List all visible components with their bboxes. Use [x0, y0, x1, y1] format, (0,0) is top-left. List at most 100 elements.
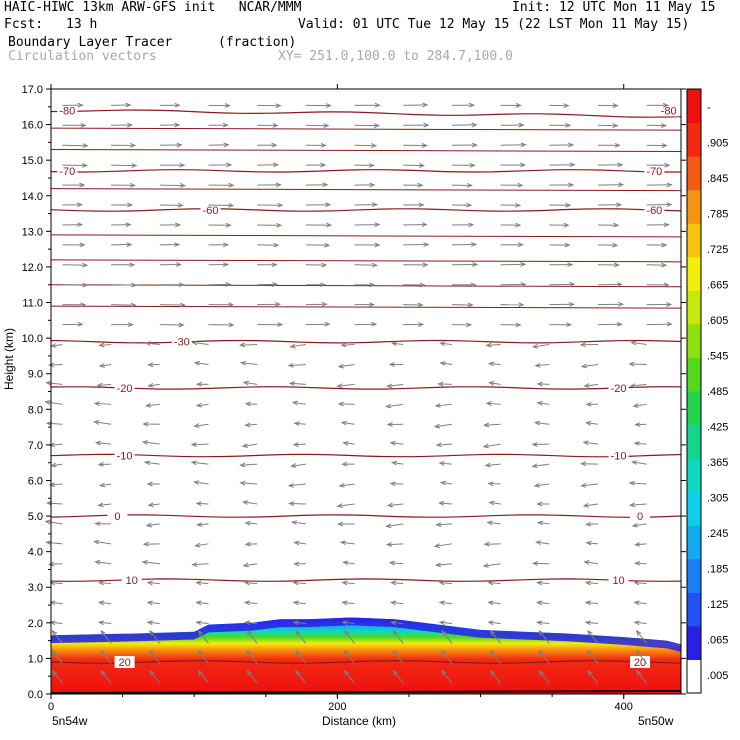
wind-vector-head [337, 363, 345, 369]
wind-vector-head [289, 343, 296, 349]
wind-vector [341, 541, 355, 545]
colorbar-swatch [687, 189, 701, 224]
wind-vector [246, 650, 258, 664]
wind-vector-head [438, 461, 445, 466]
wind-vector [441, 650, 453, 664]
wind-vector-head [293, 421, 300, 427]
wind-vector-head [533, 482, 540, 488]
wind-vector [441, 670, 453, 684]
wind-vector-head [222, 122, 229, 128]
wind-vector-head [386, 502, 394, 508]
wind-vector [295, 630, 307, 644]
wind-vector [96, 442, 112, 445]
wind-vector-head [342, 560, 349, 566]
wind-vector-head [228, 322, 235, 328]
wind-vector-head [130, 302, 137, 308]
wind-vector-head [531, 463, 538, 469]
wind-vector-head [630, 340, 637, 346]
wind-vector-head [472, 262, 479, 267]
wind-vector-head [374, 102, 381, 108]
wind-vector-head [471, 122, 478, 128]
wind-vector-head [340, 342, 347, 348]
wind-vector-head [536, 381, 543, 387]
wind-vector-head [195, 402, 203, 408]
temperature-contour [50, 305, 682, 309]
wind-vector-head [147, 502, 154, 508]
wind-vector [440, 481, 452, 485]
wind-vector-head [441, 669, 447, 676]
wind-vector [198, 650, 209, 664]
wind-vector-head [100, 649, 106, 656]
wind-vector [390, 442, 404, 445]
wind-vector-head [228, 182, 235, 188]
wind-vector-head [466, 202, 473, 208]
wind-vector-head [435, 522, 442, 527]
wind-vector-head [515, 202, 522, 208]
wind-vector-head [244, 541, 251, 547]
y-tick-label: 5.0 [28, 511, 43, 523]
colorbar-swatch [687, 458, 701, 493]
wind-vector-head [568, 142, 575, 148]
wind-vector [436, 443, 452, 446]
wind-vector [295, 650, 307, 664]
temperature-contour [51, 109, 682, 118]
wind-vector-head [179, 183, 186, 188]
wind-vector-head [660, 123, 667, 128]
wind-vector [291, 463, 306, 467]
wind-vector-head [343, 649, 350, 656]
wind-vector [585, 582, 599, 585]
wind-vector-head [341, 580, 348, 586]
wind-vector [534, 483, 550, 487]
init-time: Init: 12 UTC Mon 11 May 15 [512, 0, 716, 15]
wind-vector-head [324, 242, 331, 248]
wind-vector [292, 521, 306, 525]
contour-label-bg [644, 164, 665, 177]
wind-vector [386, 523, 404, 527]
wind-vector [489, 363, 501, 365]
wind-vector-head [628, 361, 635, 367]
wind-vector-head [635, 629, 642, 636]
wind-vector-head [371, 262, 378, 268]
wind-vector [636, 650, 648, 664]
wind-vector [242, 443, 258, 447]
wind-vector [387, 543, 404, 546]
wind-vector-head [320, 282, 327, 288]
colorbar-tick-label: .665 [707, 279, 728, 291]
wind-vector-head [275, 182, 282, 188]
wind-vector-head [633, 600, 640, 606]
wind-vector-head [612, 123, 619, 128]
wind-vector [439, 462, 452, 465]
wind-vector [146, 523, 160, 527]
colorbar-tick-label: - [707, 102, 711, 114]
wind-vector-head [422, 262, 429, 268]
wind-vector-head [563, 222, 570, 228]
wind-vector-head [97, 462, 104, 467]
wind-vector-head [246, 629, 252, 636]
wind-vector-head [246, 669, 252, 676]
wind-vector-head [243, 580, 251, 586]
wind-vector-head [93, 420, 100, 425]
wind-vector-head [466, 182, 473, 188]
wind-vector-head [195, 580, 202, 586]
wind-vector-head [175, 222, 182, 228]
wind-vector-head [633, 620, 640, 626]
wind-vector-head [82, 262, 89, 268]
wind-vector-head [293, 561, 300, 567]
wind-vector-head [322, 182, 329, 188]
wind-vector-head [471, 142, 478, 148]
wind-vector-head [125, 222, 132, 228]
wind-vector [535, 363, 550, 367]
wind-vector-head [634, 560, 641, 566]
colorbar-tick-label: .245 [707, 528, 728, 540]
wind-vector-head [421, 143, 428, 148]
contour-label-bg [200, 204, 221, 216]
wind-vector-head [567, 262, 574, 268]
y-tick-label: 11.0 [22, 298, 43, 310]
wind-vector [392, 650, 404, 664]
wind-vector [486, 344, 501, 346]
temperature-contour [50, 453, 682, 458]
colorbar-tick-label: .365 [707, 457, 728, 469]
contour-label-bg [114, 381, 135, 394]
wind-vector-head [223, 262, 230, 267]
wind-vector-head [489, 649, 496, 656]
